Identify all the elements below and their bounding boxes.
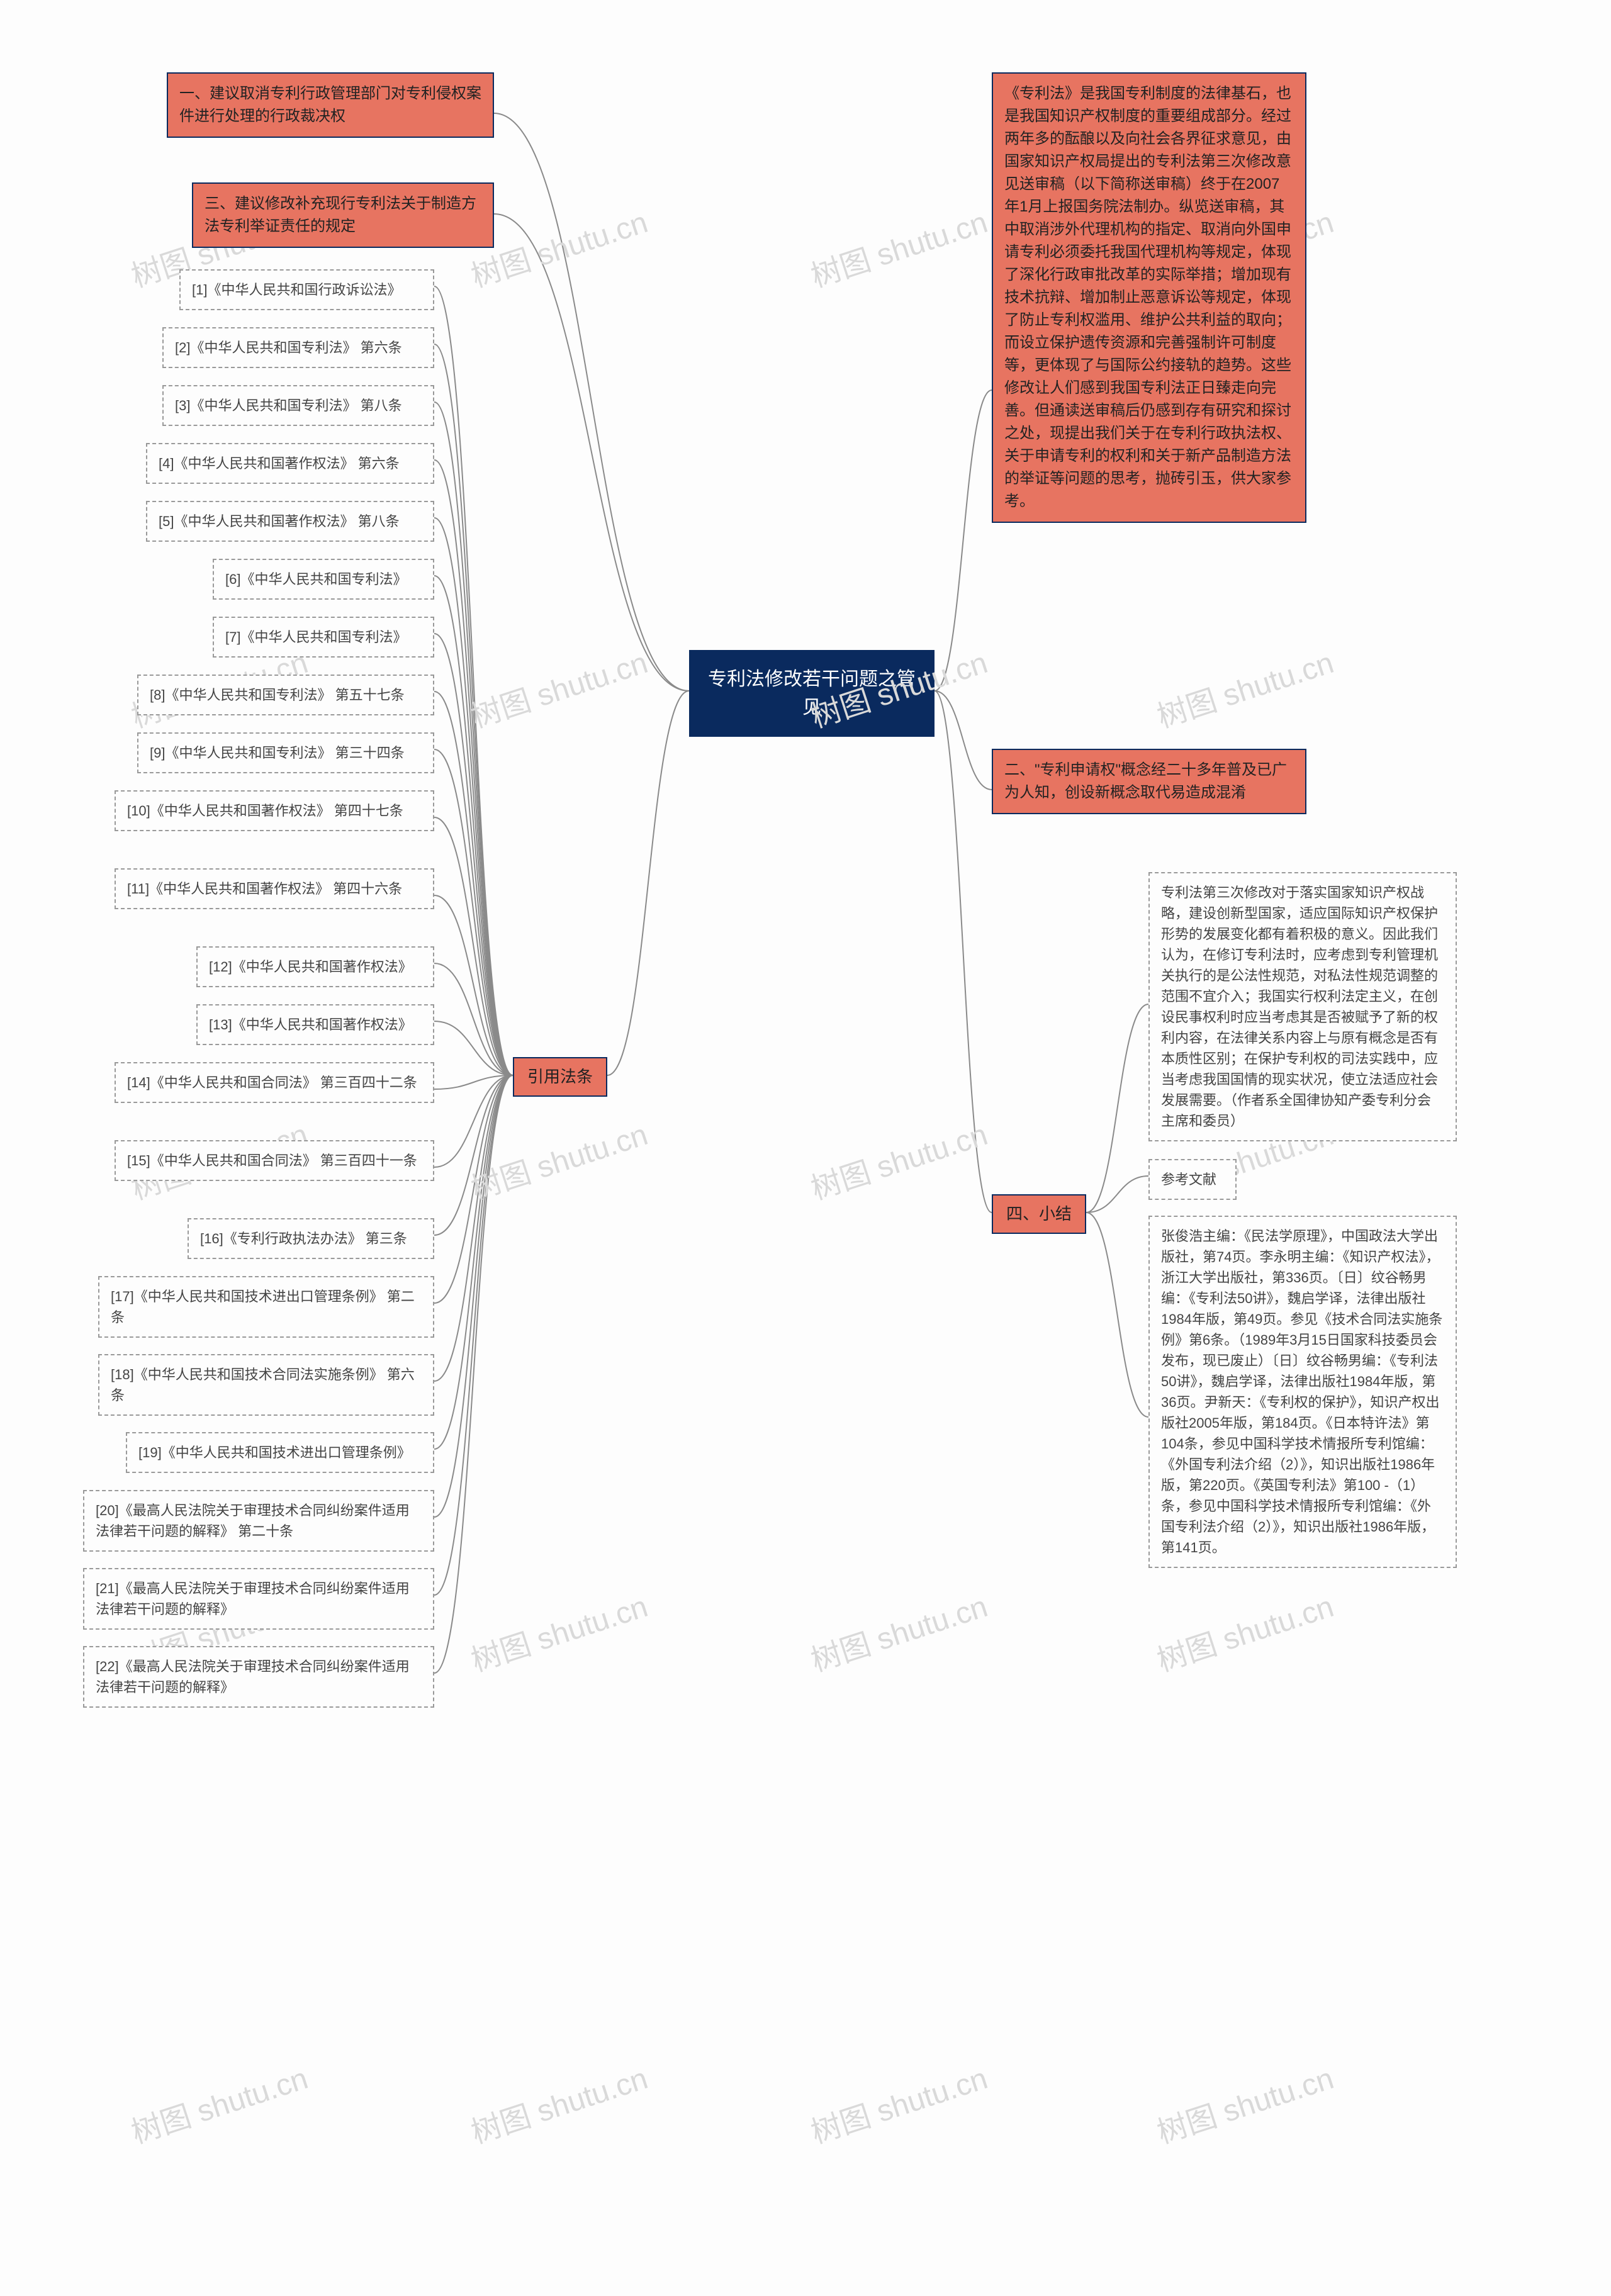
- law-item-15: [15]《中华人民共和国合同法》 第三百四十一条: [115, 1140, 434, 1181]
- law-item-3: [3]《中华人民共和国专利法》 第八条: [162, 385, 434, 426]
- law-item-10: [10]《中华人民共和国著作权法》 第四十七条: [115, 790, 434, 831]
- laws-label: 引用法条: [513, 1057, 607, 1097]
- root-node: 专利法修改若干问题之管见: [689, 650, 935, 737]
- law-item-11: [11]《中华人民共和国著作权法》 第四十六条: [115, 868, 434, 909]
- summary-item-3: 张俊浩主编：《民法学原理》，中国政法大学出版社，第74页。李永明主编：《知识产权…: [1148, 1216, 1457, 1568]
- law-item-12: [12]《中华人民共和国著作权法》: [196, 946, 434, 987]
- summary-item-1: 专利法第三次修改对于落实国家知识产权战略，建设创新型国家，适应国际知识产权保护形…: [1148, 872, 1457, 1141]
- law-item-4: [4]《中华人民共和国著作权法》 第六条: [146, 443, 434, 484]
- law-item-18: [18]《中华人民共和国技术合同法实施条例》 第六条: [98, 1354, 434, 1416]
- law-item-7: [7]《中华人民共和国专利法》: [213, 617, 434, 658]
- law-item-17: [17]《中华人民共和国技术进出口管理条例》 第二条: [98, 1276, 434, 1338]
- law-item-19: [19]《中华人民共和国技术进出口管理条例》: [126, 1432, 434, 1473]
- law-item-13: [13]《中华人民共和国著作权法》: [196, 1004, 434, 1045]
- law-item-16: [16]《专利行政执法办法》 第三条: [188, 1218, 434, 1259]
- law-item-8: [8]《中华人民共和国专利法》 第五十七条: [137, 675, 434, 715]
- law-item-1: [1]《中华人民共和国行政诉讼法》: [179, 269, 434, 310]
- law-item-14: [14]《中华人民共和国合同法》 第三百四十二条: [115, 1062, 434, 1103]
- summary-item-2: 参考文献: [1148, 1159, 1237, 1200]
- law-item-6: [6]《中华人民共和国专利法》: [213, 559, 434, 600]
- law-item-5: [5]《中华人民共和国著作权法》 第八条: [146, 501, 434, 542]
- law-item-22: [22]《最高人民法院关于审理技术合同纠纷案件适用法律若干问题的解释》: [83, 1646, 434, 1708]
- summary-label: 四、小结: [992, 1194, 1086, 1234]
- law-item-20: [20]《最高人民法院关于审理技术合同纠纷案件适用法律若干问题的解释》 第二十条: [83, 1490, 434, 1552]
- law-item-21: [21]《最高人民法院关于审理技术合同纠纷案件适用法律若干问题的解释》: [83, 1568, 434, 1630]
- right-intro: 《专利法》是我国专利制度的法律基石，也是我国知识产权制度的重要组成部分。经过两年…: [992, 72, 1306, 523]
- law-item-2: [2]《中华人民共和国专利法》 第六条: [162, 327, 434, 368]
- left-solid-2: 三、建议修改补充现行专利法关于制造方法专利举证责任的规定: [192, 182, 494, 248]
- law-item-9: [9]《中华人民共和国专利法》 第三十四条: [137, 732, 434, 773]
- right-solid-2: 二、"专利申请权"概念经二十多年普及已广为人知，创设新概念取代易造成混淆: [992, 749, 1306, 814]
- left-solid-1: 一、建议取消专利行政管理部门对专利侵权案件进行处理的行政裁决权: [167, 72, 494, 138]
